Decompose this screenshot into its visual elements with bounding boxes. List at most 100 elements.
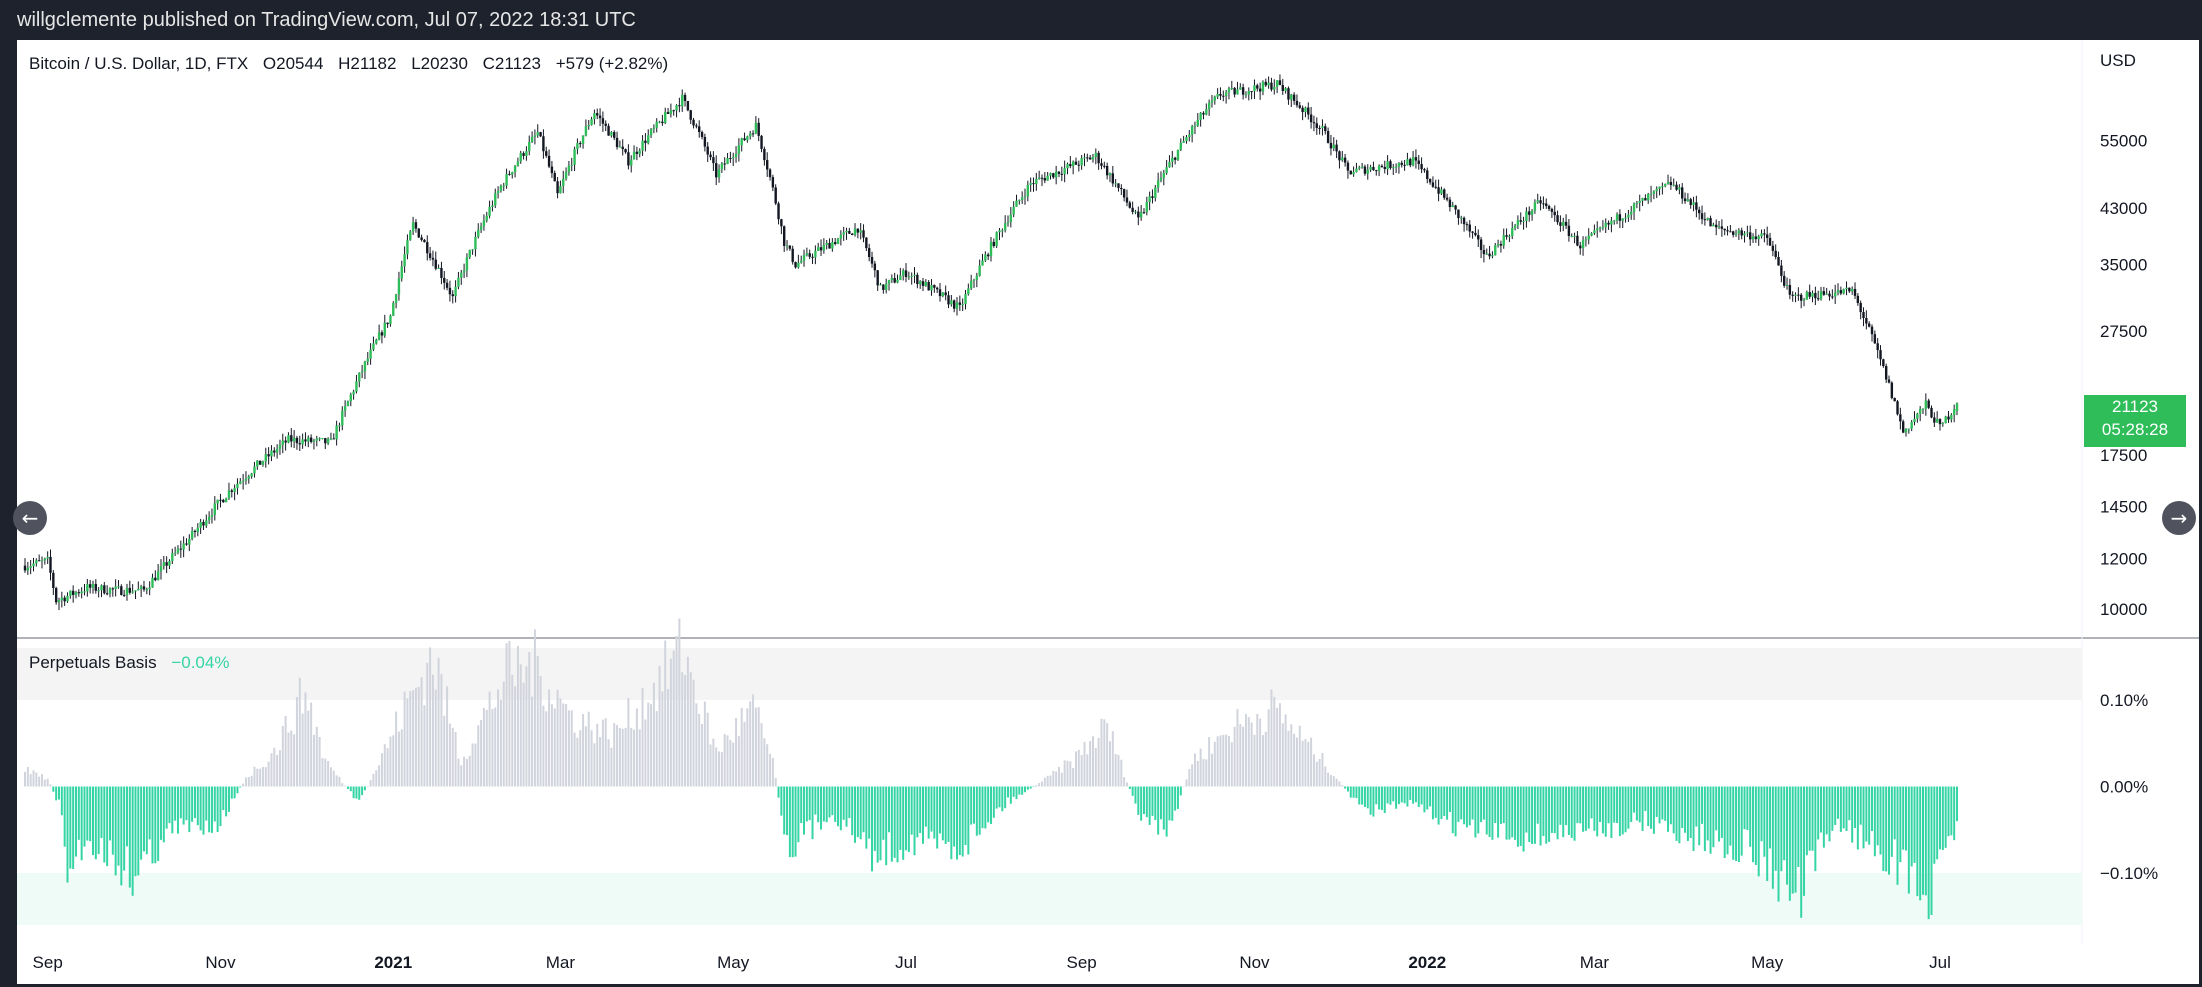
candle-body bbox=[1202, 112, 1205, 115]
candle-body bbox=[108, 588, 112, 594]
basis-bar bbox=[497, 689, 500, 787]
candle-body bbox=[1899, 414, 1902, 422]
candle-body bbox=[1264, 81, 1267, 86]
basis-bar bbox=[542, 705, 545, 787]
basis-bar bbox=[987, 786, 990, 823]
basis-bar bbox=[559, 698, 562, 787]
candle-body bbox=[850, 233, 854, 235]
candle-body bbox=[1097, 152, 1100, 164]
candle-body bbox=[1069, 164, 1072, 167]
basis-bar bbox=[494, 707, 497, 787]
basis-bar bbox=[1273, 696, 1276, 787]
basis-bar bbox=[1893, 786, 1896, 840]
candle-body bbox=[386, 322, 389, 325]
basis-bar bbox=[794, 786, 797, 857]
candle-body bbox=[590, 119, 593, 126]
basis-bar bbox=[1006, 786, 1009, 798]
basis-bar bbox=[1618, 786, 1621, 837]
candle-body bbox=[1389, 161, 1392, 169]
basis-bar bbox=[80, 786, 83, 861]
candle-body bbox=[213, 503, 217, 515]
candle-body bbox=[587, 125, 590, 127]
candle-body bbox=[655, 121, 658, 128]
basis-bar bbox=[412, 690, 415, 787]
candle-body bbox=[1258, 88, 1262, 92]
basis-bar bbox=[1117, 754, 1120, 787]
candle-body bbox=[1743, 233, 1746, 236]
candle-body bbox=[222, 499, 225, 503]
basis-bar bbox=[24, 771, 26, 787]
basis-bar bbox=[876, 786, 879, 863]
basis-bar bbox=[1315, 761, 1318, 787]
basis-bar bbox=[788, 786, 791, 858]
candle-body bbox=[1579, 245, 1582, 249]
scroll-right-button[interactable]: → bbox=[2162, 501, 2196, 535]
candle-body bbox=[1615, 214, 1619, 221]
candle-body bbox=[661, 121, 664, 124]
candle-body bbox=[1137, 211, 1140, 218]
candle-body bbox=[1015, 200, 1018, 207]
basis-bar bbox=[1856, 786, 1859, 850]
candle-body bbox=[763, 148, 766, 161]
candle-body bbox=[519, 153, 522, 162]
candle-body bbox=[930, 285, 933, 291]
candle-body bbox=[1737, 230, 1741, 234]
basis-bar bbox=[1397, 786, 1400, 805]
chart-canvas[interactable]: 10000 12000 14500 17500 27500 35000 43000 55000… bbox=[17, 40, 2199, 984]
candle-body bbox=[547, 155, 551, 167]
basis-bar bbox=[1420, 786, 1423, 805]
basis-bar bbox=[151, 786, 154, 864]
basis-bar bbox=[1270, 689, 1273, 787]
basis-bar bbox=[1227, 735, 1230, 787]
candle-body bbox=[955, 302, 959, 309]
basis-bar bbox=[777, 786, 780, 798]
candle-body bbox=[1635, 203, 1639, 205]
scroll-left-button[interactable]: ← bbox=[13, 501, 47, 535]
basis-bar bbox=[1383, 786, 1386, 813]
basis-bar bbox=[485, 709, 488, 787]
candle-body bbox=[1445, 197, 1449, 200]
candle-body bbox=[947, 295, 950, 305]
candle-body bbox=[794, 261, 797, 268]
candle-body bbox=[669, 110, 673, 114]
candle-body bbox=[536, 132, 539, 136]
candle-body bbox=[1380, 165, 1384, 167]
basis-bar bbox=[142, 786, 145, 852]
basis-bar bbox=[1386, 786, 1389, 804]
candle-body bbox=[335, 425, 338, 440]
basis-tick-label: 0.10% bbox=[2100, 691, 2148, 710]
basis-bar bbox=[1310, 737, 1313, 787]
basis-bar bbox=[1845, 786, 1848, 831]
main-legend: Bitcoin / U.S. Dollar, 1D, FTX O20544 H2… bbox=[29, 54, 678, 74]
candle-body bbox=[88, 584, 92, 588]
candle-body bbox=[1799, 294, 1803, 301]
candle-body bbox=[1026, 184, 1030, 197]
basis-bar bbox=[1403, 786, 1406, 804]
candle-body bbox=[1887, 379, 1891, 383]
candle-body bbox=[281, 440, 284, 445]
basis-bar bbox=[854, 786, 857, 843]
candle-body bbox=[1210, 100, 1214, 103]
basis-bar bbox=[1159, 786, 1162, 820]
candle-body bbox=[1165, 167, 1168, 173]
candle-body bbox=[1907, 428, 1911, 430]
price-tick-label: 43000 bbox=[2100, 199, 2147, 218]
ohlc-close: C21123 bbox=[482, 54, 541, 73]
candle-body bbox=[1890, 382, 1894, 398]
basis-bar bbox=[103, 786, 106, 863]
candle-body bbox=[100, 585, 103, 591]
candle-body bbox=[596, 113, 599, 116]
basis-bar bbox=[1423, 786, 1426, 813]
basis-bar bbox=[749, 701, 752, 787]
candle-body bbox=[1329, 142, 1333, 149]
basis-bar bbox=[565, 704, 568, 787]
candle-body bbox=[171, 553, 174, 562]
basis-bar bbox=[1341, 784, 1344, 787]
arrow-right-icon: → bbox=[2170, 506, 2188, 530]
candle-body bbox=[1151, 196, 1154, 198]
candle-body bbox=[1207, 102, 1211, 110]
basis-bar bbox=[599, 737, 602, 787]
basis-bar bbox=[664, 640, 667, 787]
candle-body bbox=[1780, 265, 1783, 276]
basis-bar bbox=[1298, 725, 1301, 787]
